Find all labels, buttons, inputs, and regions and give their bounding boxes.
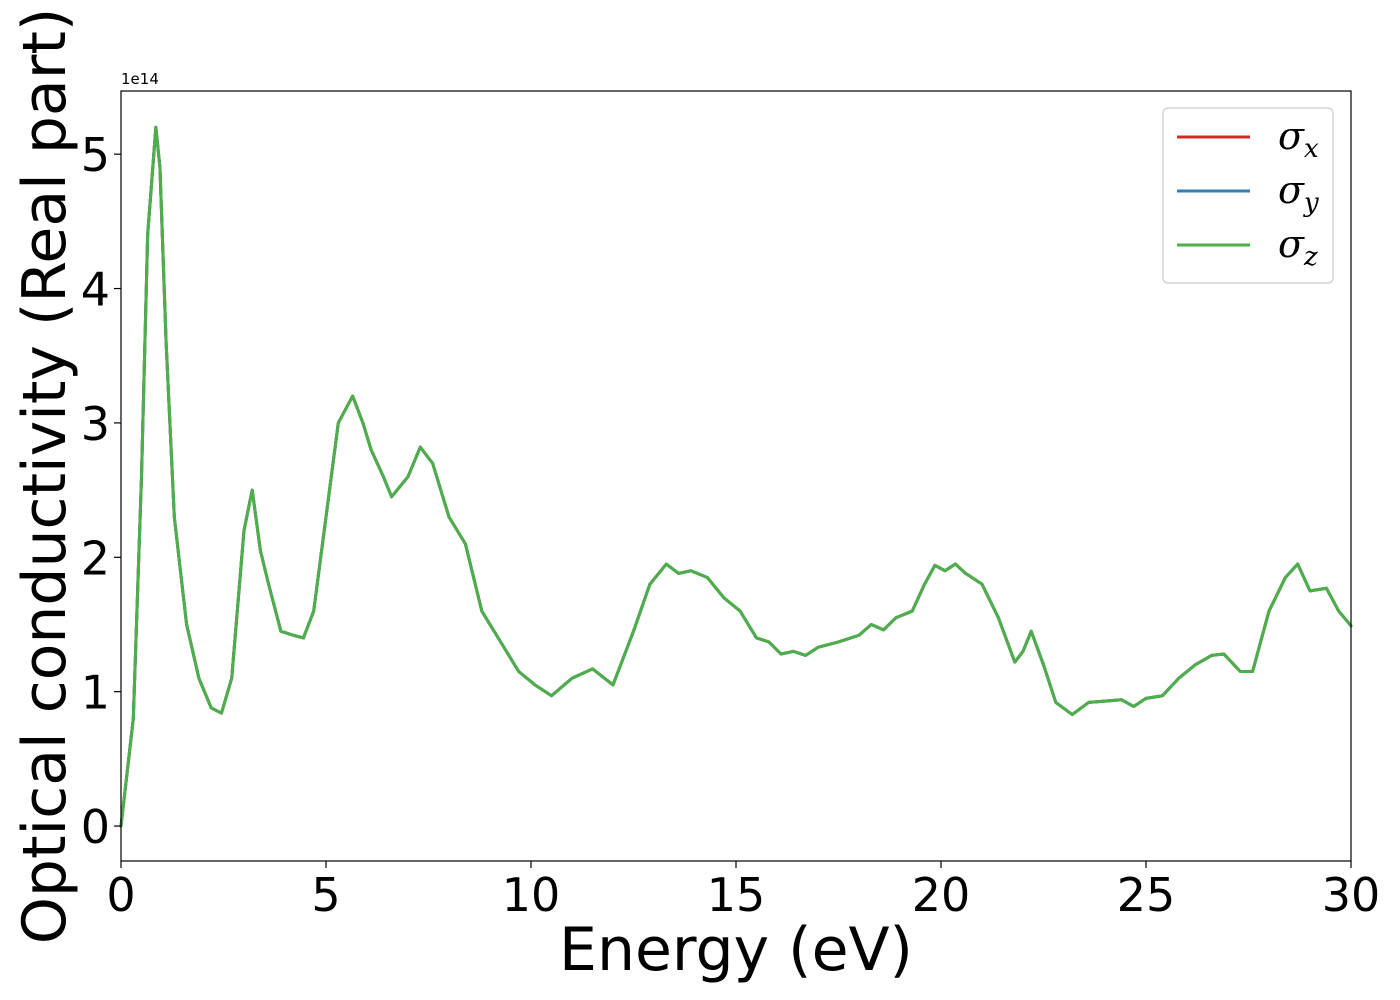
y-tick-label: 5 xyxy=(81,128,110,182)
y-tick-label: 4 xyxy=(81,263,110,317)
legend-frame xyxy=(1162,107,1334,284)
x-tick-label: 25 xyxy=(1117,868,1176,922)
y-axis-label: Optical conductivity (Real part) xyxy=(10,8,80,945)
legend-label-x: σx xyxy=(1278,114,1319,164)
series-layer xyxy=(119,125,1353,828)
y-offset-label: 1e14 xyxy=(121,70,159,88)
series-line-z xyxy=(119,125,1353,828)
y-axis-ticks: 0 1 2 3 4 5 xyxy=(81,128,121,854)
x-axis-ticks: 0 5 10 15 20 25 30 xyxy=(106,861,1380,922)
x-tick-label: 5 xyxy=(311,868,340,922)
x-tick-label: 30 xyxy=(1322,868,1381,922)
x-tick-label: 0 xyxy=(106,868,135,922)
legend-label-z: σz xyxy=(1278,222,1318,272)
legend-label-y: σy xyxy=(1278,168,1319,218)
x-tick-label: 20 xyxy=(912,868,971,922)
x-tick-label: 15 xyxy=(707,868,766,922)
x-tick-label: 10 xyxy=(502,868,561,922)
y-tick-label: 1 xyxy=(81,666,110,720)
y-tick-label: 3 xyxy=(81,397,110,451)
y-tick-label: 2 xyxy=(81,531,110,585)
x-axis-label: Energy (eV) xyxy=(559,915,913,985)
y-tick-label: 0 xyxy=(81,800,110,854)
